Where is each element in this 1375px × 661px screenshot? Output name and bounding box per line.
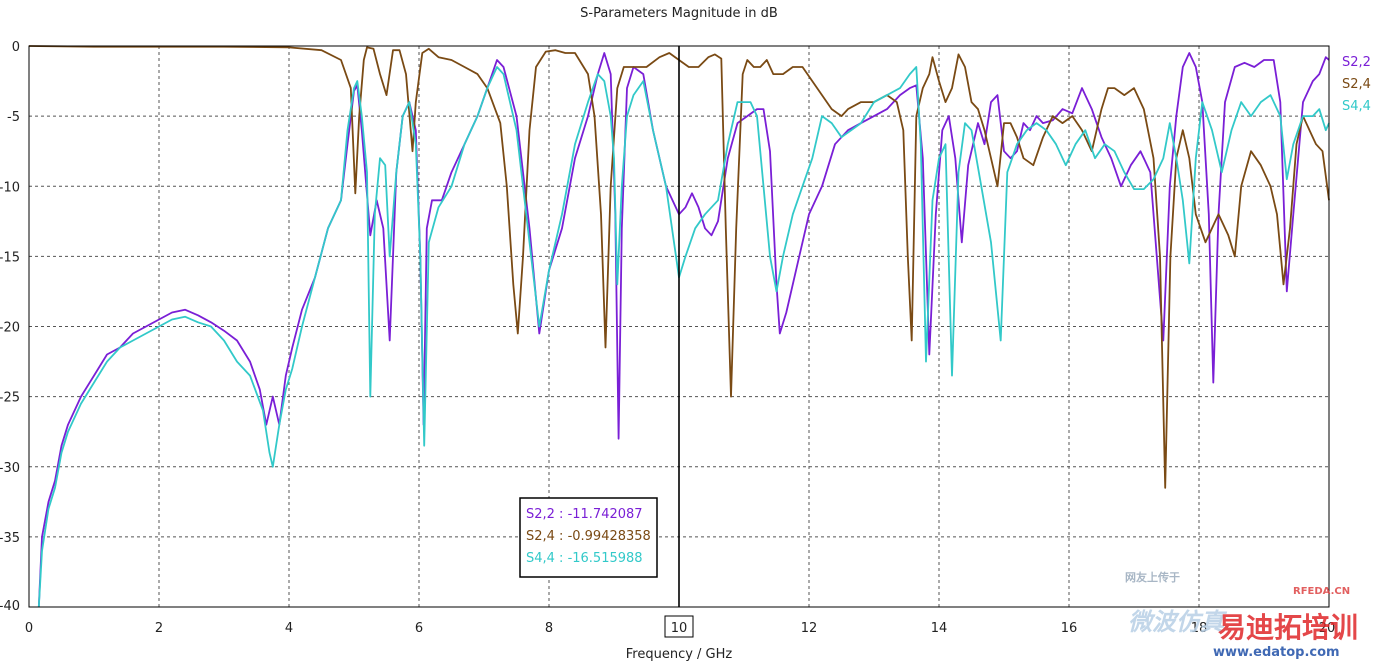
x-tick-label: 8: [545, 621, 553, 636]
watermark-top-left: 网友上传于: [1125, 570, 1180, 584]
watermark-cn-right: 易迪拓培训: [1218, 611, 1358, 644]
readout-frame: [519, 497, 658, 578]
chart-title: S-Parameters Magnitude in dB: [580, 6, 778, 21]
x-tick-label: 14: [931, 621, 948, 636]
y-tick-label: -40: [0, 599, 20, 614]
x-tick-label: 2: [155, 621, 163, 636]
y-tick-label: -25: [0, 391, 20, 406]
y-tick-label: -10: [0, 180, 20, 195]
legend-entry: S4,4: [1342, 99, 1371, 114]
y-tick-label: 0: [12, 40, 20, 55]
legend-entry: S2,2: [1342, 55, 1371, 70]
y-tick-label: -15: [0, 250, 20, 265]
watermark-cn-left: 微波仿真: [1128, 608, 1228, 636]
series-line-s2-2: [37, 52, 1330, 608]
legend-entry: S2,4: [1342, 77, 1371, 92]
y-tick-label: -35: [0, 531, 20, 546]
readout-value: S2,4 : -0.99428358: [526, 529, 651, 544]
watermark-brand-small: RFEDA.CN: [1293, 586, 1350, 597]
readout-value: S2,2 : -11.742087: [526, 507, 643, 522]
frequency-marker-box[interactable]: [664, 615, 694, 638]
x-tick-label: 12: [801, 621, 818, 636]
x-tick-label: 0: [25, 621, 33, 636]
series-line-s4-4: [37, 66, 1330, 608]
readout-box: S2,2 : -11.742087 S2,4 : -0.99428358 S4,4 …: [519, 497, 658, 578]
y-tick-label: -30: [0, 461, 20, 476]
x-tick-label: 6: [415, 621, 423, 636]
series-line-s2-4: [28, 45, 1330, 489]
watermark: 网友上传于 RFEDA.CN 微波仿真 易迪拓培训 www.edatop.com: [1125, 570, 1358, 660]
x-tick-label: 16: [1061, 621, 1078, 636]
legend: S2,2 S2,4 S4,4: [1342, 55, 1371, 114]
x-tick-labels: 0 2 4 6 8 12 14 16 18 20: [25, 621, 1335, 636]
y-tick-label: -20: [0, 321, 20, 336]
series-group: [28, 45, 1330, 608]
x-tick-label: 4: [285, 621, 293, 636]
watermark-url: www.edatop.com: [1213, 645, 1340, 660]
x-axis-label: Frequency / GHz: [626, 647, 733, 661]
readout-value: S4,4 : -16.515988: [526, 551, 643, 566]
x-tick-label: 18: [1191, 621, 1208, 636]
y-tick-labels: 0 -5 -10 -15 -20 -25 -30 -35 -40: [0, 40, 20, 614]
y-tick-label: -5: [7, 110, 20, 125]
x-tick-label: 20: [1319, 621, 1336, 636]
frequency-marker-label: 10: [671, 621, 688, 636]
